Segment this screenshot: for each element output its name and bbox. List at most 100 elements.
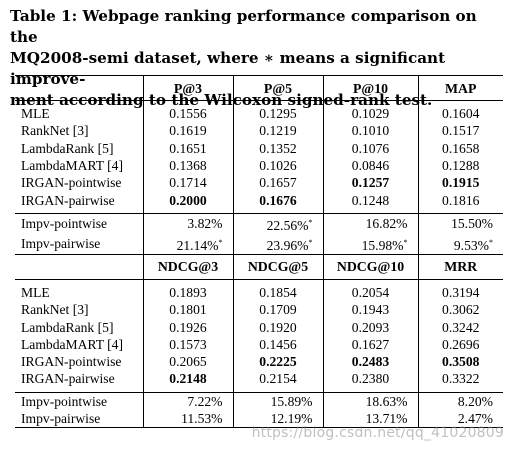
method-name: LambdaMART [4] xyxy=(21,336,123,352)
value-cell: 2.47% xyxy=(417,409,503,429)
value-cell: 9.53%* xyxy=(417,233,503,255)
table-row: MLE 0.1556 0.1295 0.1029 0.1604 xyxy=(15,105,503,123)
value-text: 0.1556 xyxy=(169,106,207,122)
header-blank xyxy=(15,75,143,101)
significance-mark: * xyxy=(308,237,313,247)
value-cell: 0.1517 xyxy=(417,122,503,140)
value-text: 0.3062 xyxy=(442,302,480,318)
value-text: 16.82% xyxy=(365,216,408,232)
value-text: 0.1288 xyxy=(442,158,480,174)
value-cell: 0.2225 xyxy=(232,352,323,371)
value-cell: 0.1893 xyxy=(142,283,233,302)
watermark: https://blog.csdn.net/qq_41020809 xyxy=(251,425,504,441)
table-row: RankNet [3] 0.1801 0.1709 0.1943 0.3062 xyxy=(15,301,503,319)
column-header: P@3 xyxy=(142,75,233,101)
method-name: Impv-pairwise xyxy=(15,409,143,429)
significance-mark: * xyxy=(308,217,313,227)
value-cell: 0.2380 xyxy=(322,370,418,388)
value-text: 22.56% xyxy=(266,217,309,233)
value-cell: 22.56%* xyxy=(232,212,323,234)
value-text: 0.2380 xyxy=(351,371,390,387)
method-name: LambdaMART [4] xyxy=(21,158,123,174)
value-text: 0.1248 xyxy=(351,192,390,208)
value-text: 0.3508 xyxy=(442,354,480,370)
value-cell: 0.1352 xyxy=(232,139,323,157)
value-cell: 16.82% xyxy=(322,212,418,234)
value-cell: 0.1219 xyxy=(232,122,323,140)
method-name: IRGAN-pointwise xyxy=(21,354,122,370)
table-row: RankNet [3] 0.1619 0.1219 0.1010 0.1517 xyxy=(15,122,503,140)
table-row: MLE 0.1893 0.1854 0.2054 0.3194 xyxy=(15,283,503,302)
value-text: 0.2093 xyxy=(351,319,390,335)
value-cell: 0.3322 xyxy=(417,370,503,388)
method-name: Impv-pointwise xyxy=(15,212,143,234)
value-text: 0.1604 xyxy=(442,106,480,122)
significance-mark: * xyxy=(218,237,223,247)
value-text: 0.1026 xyxy=(259,158,297,174)
value-cell: 15.89% xyxy=(232,391,323,410)
value-cell: 0.1657 xyxy=(232,174,323,192)
method-name: LambdaRank [5] xyxy=(21,319,114,335)
value-text: 0.1029 xyxy=(351,106,390,122)
method-name: RankNet [3] xyxy=(21,123,89,139)
value-text: 7.22% xyxy=(187,393,223,409)
value-text: 0.1893 xyxy=(169,284,207,300)
value-text: 0.1627 xyxy=(351,336,390,352)
value-cell: 18.63% xyxy=(322,391,418,410)
value-cell: 0.2154 xyxy=(232,370,323,388)
value-text: 0.1709 xyxy=(259,302,297,318)
value-text: 0.1651 xyxy=(169,140,207,156)
value-text: 21.14% xyxy=(176,237,219,253)
value-text: 0.2696 xyxy=(442,336,480,352)
value-cell: 0.2696 xyxy=(417,335,503,353)
value-text: 0.1257 xyxy=(351,175,390,191)
significance-mark: * xyxy=(403,237,408,247)
table1-header-row: P@3 P@5 P@10 MAP xyxy=(15,75,503,101)
value-text: 0.2065 xyxy=(169,354,207,370)
method-name: MLE xyxy=(21,106,50,122)
value-text: 0.1657 xyxy=(259,175,297,191)
value-cell: 0.1926 xyxy=(142,318,233,336)
value-cell: 0.1248 xyxy=(322,191,418,209)
value-cell: 0.2054 xyxy=(322,283,418,302)
value-cell: 0.1295 xyxy=(232,105,323,123)
results-table: P@3 P@5 P@10 MAP MLE 0.1556 0.1295 0.1029 0.1604… xyxy=(15,75,503,429)
value-cell: 0.2000 xyxy=(142,191,233,209)
table-row: LambdaRank [5] 0.1651 0.1352 0.1076 0.1658 xyxy=(15,139,503,157)
value-cell: 0.1915 xyxy=(417,174,503,192)
value-text: 0.2483 xyxy=(351,354,390,370)
column-header: NDCG@5 xyxy=(232,253,323,280)
method-name: IRGAN-pairwise xyxy=(21,192,115,208)
value-cell: 0.1651 xyxy=(142,139,233,157)
value-cell: 0.1573 xyxy=(142,335,233,353)
value-text: 0.2225 xyxy=(259,354,297,370)
value-text: 15.50% xyxy=(451,216,493,232)
table-row: Impv-pointwise 7.22% 15.89% 18.63% 8.20% xyxy=(15,391,503,410)
value-text: 0.1920 xyxy=(259,319,297,335)
value-cell: 0.1368 xyxy=(142,156,233,175)
table-row: Impv-pairwise 11.53% 12.19% 13.71% 2.47% xyxy=(15,409,503,429)
method-name: Impv-pointwise xyxy=(15,391,143,410)
value-text: 0.0846 xyxy=(351,158,390,174)
value-text: 0.1456 xyxy=(259,336,297,352)
value-text: 0.1676 xyxy=(259,192,297,208)
value-cell: 0.1943 xyxy=(322,301,418,319)
table-row: Impv-pairwise 21.14%* 23.96%* 15.98%* 9.53%* xyxy=(15,233,503,255)
value-cell: 0.3242 xyxy=(417,318,503,336)
value-text: 23.96% xyxy=(266,237,309,253)
table-row: IRGAN-pairwise 0.2000 0.1676 0.1248 0.1816 xyxy=(15,191,503,209)
value-cell: 0.1076 xyxy=(322,139,418,157)
column-header: MRR xyxy=(417,253,503,280)
value-text: 8.20% xyxy=(457,393,493,409)
value-cell: 0.1604 xyxy=(417,105,503,123)
value-text: 15.98% xyxy=(361,237,404,253)
value-cell: 23.96%* xyxy=(232,233,323,255)
table-row: LambdaMART [4] 0.1573 0.1456 0.1627 0.2696 xyxy=(15,335,503,353)
method-name: RankNet [3] xyxy=(21,302,89,318)
value-cell: 0.1288 xyxy=(417,156,503,175)
value-text: 13.71% xyxy=(365,411,408,426)
value-cell: 11.53% xyxy=(142,409,233,429)
value-cell: 0.2093 xyxy=(322,318,418,336)
method-name: LambdaRank [5] xyxy=(21,140,114,156)
value-text: 0.3322 xyxy=(442,371,480,387)
